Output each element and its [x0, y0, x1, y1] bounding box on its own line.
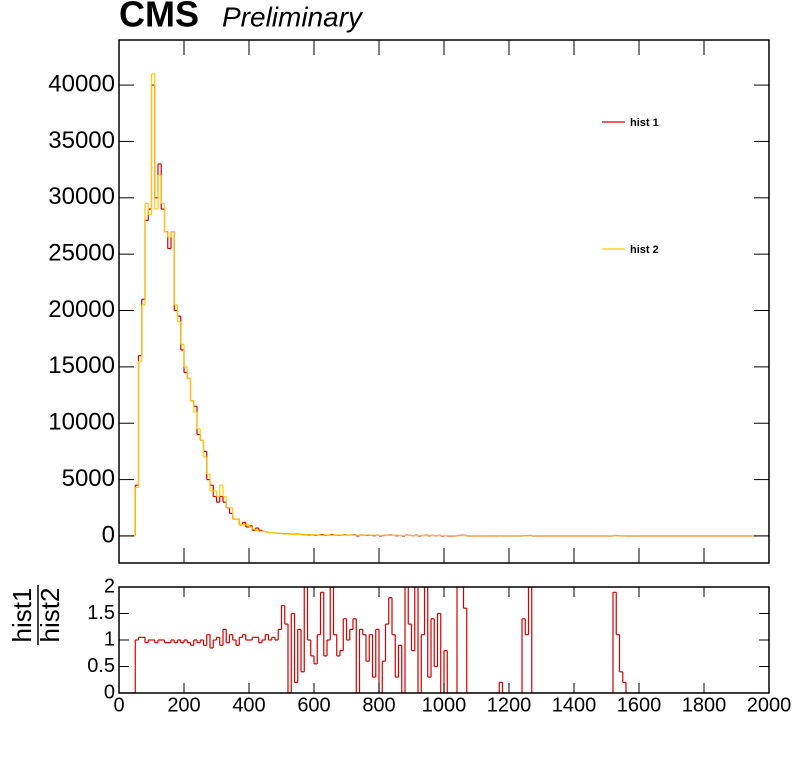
y-tick-label: 0 — [104, 681, 115, 703]
y-tick-label: 0 — [102, 521, 115, 548]
x-tick-label: 2000 — [747, 694, 792, 716]
x-tick-label: 1600 — [617, 694, 662, 716]
x-tick-label: 800 — [362, 694, 395, 716]
ratio-frame — [118, 586, 770, 694]
y-tick-label: 10000 — [48, 409, 115, 436]
y-tick-label: 1.5 — [87, 602, 115, 624]
y-tick-label: 20000 — [48, 296, 115, 323]
y-tick-label: 5000 — [62, 465, 115, 492]
ratio-plot — [119, 587, 756, 693]
y-tick-label: 40000 — [48, 70, 115, 97]
y-tick-label: 30000 — [48, 183, 115, 210]
y-tick-label: 15000 — [48, 352, 115, 379]
y-tick-label: 35000 — [48, 127, 115, 154]
chart-title: CMS — [119, 0, 199, 35]
ratio-y-label: hist1 hist2 — [7, 585, 65, 645]
axes: 0500010000150002000025000300003500040000… — [48, 40, 791, 716]
x-tick-label: 200 — [167, 694, 200, 716]
chart-subtitle: Preliminary — [222, 1, 364, 32]
legend-label: hist 1 — [630, 117, 659, 129]
ratio-y-numerator: hist1 — [7, 588, 37, 643]
x-tick-label: 1400 — [552, 694, 597, 716]
y-tick-label: 1 — [104, 628, 115, 650]
top-plot — [119, 73, 769, 537]
x-tick-label: 0 — [113, 694, 124, 716]
x-tick-label: 1000 — [422, 694, 467, 716]
ratio-y-denominator: hist2 — [35, 588, 65, 643]
x-tick-label: 1200 — [487, 694, 532, 716]
legend-label: hist 2 — [630, 244, 659, 256]
x-tick-label: 1800 — [682, 694, 727, 716]
x-tick-label: 600 — [297, 694, 330, 716]
y-tick-label: 0.5 — [87, 655, 115, 677]
y-tick-label: 2 — [104, 575, 115, 597]
y-tick-label: 25000 — [48, 240, 115, 267]
x-tick-label: 400 — [232, 694, 265, 716]
top-frame — [118, 39, 770, 564]
